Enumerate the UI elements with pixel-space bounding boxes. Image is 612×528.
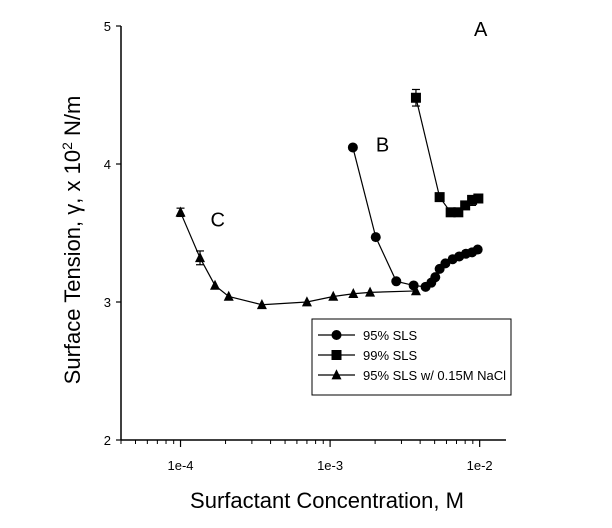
data-point <box>365 286 376 297</box>
y-tick-label: 5 <box>104 19 111 34</box>
legend-label: 95% SLS w/ 0.15M NaCl <box>363 368 506 383</box>
legend-box <box>311 318 512 396</box>
curve-label: B <box>376 134 389 156</box>
x-tick-label: 1e-4 <box>168 458 194 473</box>
series-circle <box>347 142 483 292</box>
data-point <box>328 290 339 301</box>
data-point <box>256 299 267 310</box>
legend-marker-square <box>331 350 342 360</box>
data-point <box>434 192 445 203</box>
data-point <box>410 92 421 103</box>
data-point <box>440 258 451 269</box>
data-point <box>301 296 312 307</box>
data-point <box>472 244 483 255</box>
x-tick-label: 1e-2 <box>467 458 493 473</box>
y-axis-title-main: Surface Tension, γ, x 10 <box>60 150 85 384</box>
curve-labels: B A C <box>211 19 488 232</box>
series-square <box>410 88 484 218</box>
data-point <box>410 285 421 296</box>
y-tick-label: 4 <box>104 157 111 172</box>
data-point <box>347 142 358 153</box>
data-point <box>391 276 402 287</box>
data-point <box>460 200 471 211</box>
data-point <box>445 207 456 218</box>
legend-label: 95% SLS <box>363 328 418 343</box>
legend-marker-circle <box>331 330 342 340</box>
data-point <box>348 287 359 299</box>
x-tick-label: 1e-3 <box>317 458 343 473</box>
legend-label: 99% SLS <box>363 348 418 363</box>
legend-marker-triangle <box>331 369 342 380</box>
data-point <box>473 193 484 204</box>
curve-label: C <box>211 209 225 231</box>
data-point <box>175 206 186 217</box>
data-point <box>209 279 220 290</box>
series-layer <box>175 88 484 310</box>
y-tick-label: 2 <box>104 433 111 448</box>
data-point <box>467 194 478 205</box>
axis-ticks: 2 3 4 5 1e-4 1e-3 1e-2 <box>104 19 493 473</box>
y-tick-label: 3 <box>104 295 111 310</box>
data-point <box>430 272 441 283</box>
data-point <box>453 207 464 218</box>
series-triangle <box>175 206 421 310</box>
data-point <box>370 232 381 243</box>
curve-label: A <box>474 19 488 41</box>
x-axis-title: Surfactant Concentration, M <box>190 488 464 513</box>
y-axis-title: Surface Tension, γ, x 102 N/m <box>59 96 85 385</box>
legend: 95% SLS 99% SLS 95% SLS w/ 0.15M NaCl <box>311 318 512 396</box>
data-point <box>195 252 206 263</box>
y-axis-title-unit: N/m <box>60 96 85 142</box>
data-point <box>223 290 234 301</box>
axes <box>120 26 506 441</box>
series-line <box>179 212 416 306</box>
y-axis-title-exponent: 2 <box>59 142 75 150</box>
